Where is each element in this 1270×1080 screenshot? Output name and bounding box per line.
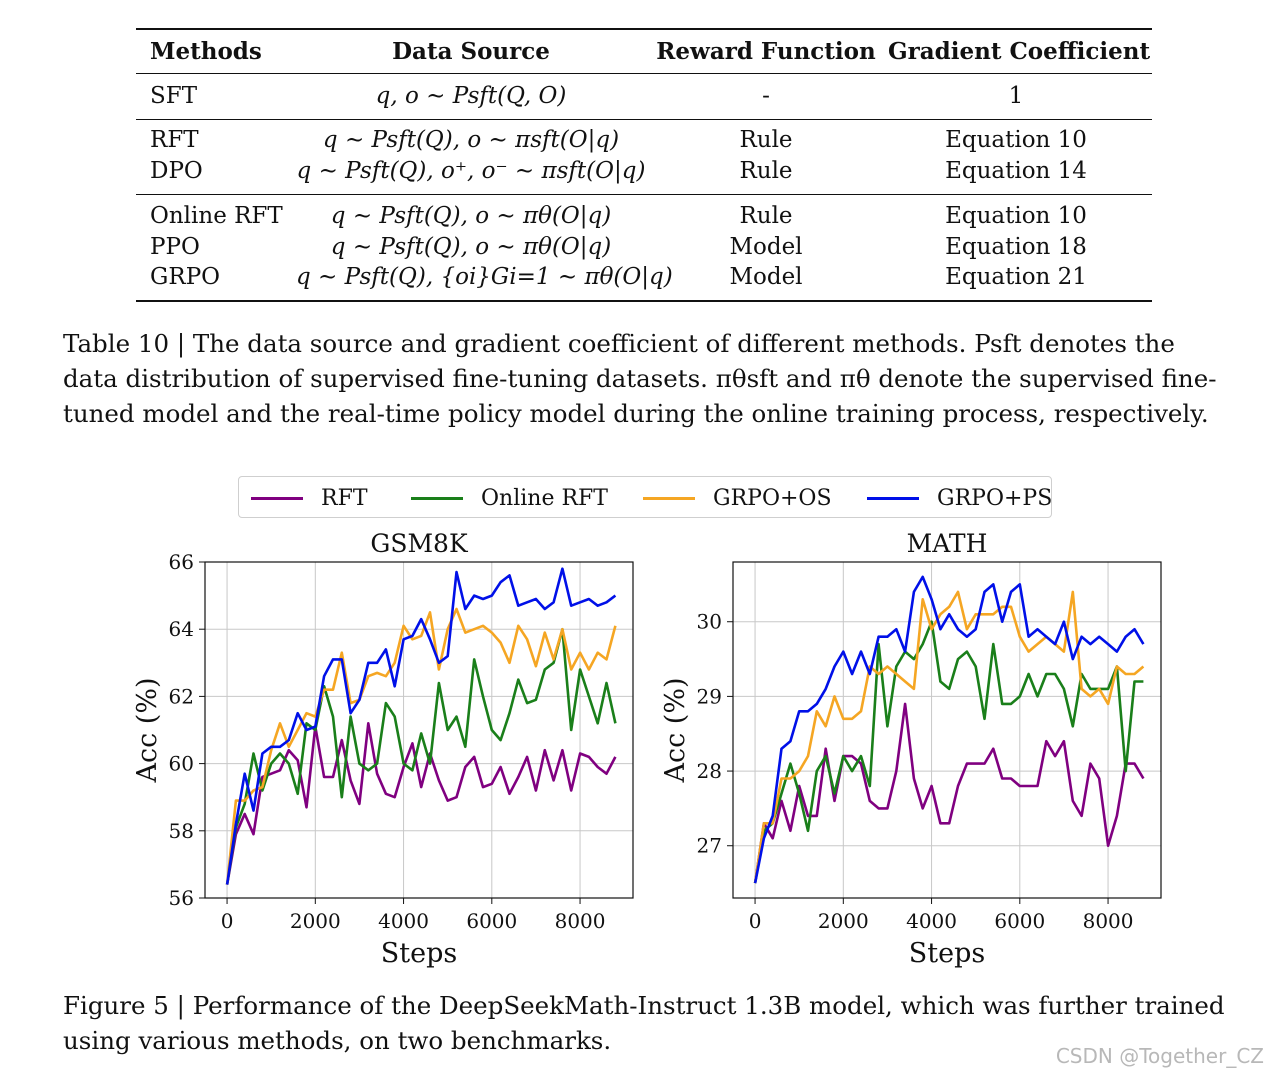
- gsm8k-series-online-rft: [225, 627, 617, 885]
- table-top-rule: [136, 28, 1152, 30]
- table-caption: Table 10 | The data source and gradient …: [63, 326, 1233, 431]
- math-xtick-label-8000: 8000: [1083, 909, 1134, 933]
- figure-caption-label: Figure 5 |: [63, 991, 185, 1020]
- row-ppo-reward: Model: [729, 234, 803, 260]
- math-chart: MATH 0 2000 4000 6000 8000 27 28 29 30 Steps Acc (%…: [660, 529, 1162, 969]
- math-ytick-label-30: 30: [697, 610, 722, 634]
- row-online-rft-source: q ∼ Psft(Q), o ∼ πθ(O|q): [330, 203, 612, 229]
- math-ytick-label-28: 28: [697, 759, 722, 783]
- legend-line-rft: [251, 496, 303, 500]
- legend-item-rft: RFT: [251, 477, 368, 519]
- gsm8k-xtick-label-0: 0: [221, 909, 234, 933]
- row-sft-source: q, o ∼ Psft(Q, O): [375, 83, 567, 109]
- gsm8k-ylabel: Acc (%): [132, 677, 163, 783]
- gsm8k-ytick-label-66: 66: [169, 550, 194, 574]
- gsm8k-xtick-label-6000: 6000: [466, 909, 517, 933]
- row-ppo-source: q ∼ Psft(Q), o ∼ πθ(O|q): [330, 234, 612, 260]
- math-xlabel: Steps: [909, 938, 985, 969]
- gsm8k-series-grpo-os: [225, 607, 617, 885]
- table-group-rule-2: [136, 194, 1152, 195]
- header-gradient-coefficient: Gradient Coefficient: [888, 38, 1151, 65]
- row-dpo-method: DPO: [150, 158, 203, 184]
- table-header-rule: [136, 73, 1152, 74]
- legend-line-online-rft: [411, 496, 463, 500]
- math-xtick-label-4000: 4000: [906, 909, 957, 933]
- row-sft-method: SFT: [150, 83, 198, 109]
- legend-label-grpo-ps: GRPO+PS: [937, 485, 1053, 511]
- legend-label-rft: RFT: [321, 485, 368, 511]
- row-rft-coef: Equation 10: [945, 127, 1087, 153]
- legend-label-grpo-os: GRPO+OS: [713, 485, 832, 511]
- gsm8k-xtick-label-4000: 4000: [378, 909, 429, 933]
- header-data-source: Data Source: [392, 38, 550, 65]
- legend-item-grpo-ps: GRPO+PS: [867, 477, 1052, 519]
- math-series-online-rft: [753, 620, 1144, 884]
- math-xtick-label-0: 0: [749, 909, 762, 933]
- math-series-grpo-ps: [753, 575, 1145, 884]
- math-xtick-label-2000: 2000: [818, 909, 869, 933]
- row-ppo-coef: Equation 18: [945, 234, 1087, 260]
- legend-label-online-rft: Online RFT: [481, 485, 608, 511]
- gsm8k-xlabel: Steps: [381, 938, 457, 969]
- header-methods: Methods: [150, 38, 262, 65]
- gsm8k-chart: GSM8K 0 2000 4000 6000 8000 56 58 60 62 64 66 Steps A…: [132, 529, 634, 969]
- gsm8k-ytick-label-64: 64: [169, 617, 194, 641]
- math-ytick-label-29: 29: [697, 684, 722, 708]
- legend-line-grpo-ps: [867, 496, 919, 500]
- row-grpo-source: q ∼ Psft(Q), {oi}Gi=1 ∼ πθ(O|q): [296, 264, 673, 290]
- math-xtick-label-6000: 6000: [994, 909, 1045, 933]
- legend-item-online-rft: Online RFT: [411, 477, 608, 519]
- gsm8k-ytick-label-60: 60: [169, 752, 194, 776]
- gsm8k-xtick-label-8000: 8000: [555, 909, 606, 933]
- row-dpo-source: q ∼ Psft(Q), o⁺, o⁻ ∼ πsft(O|q): [296, 158, 646, 184]
- chart-legend: RFT Online RFT GRPO+OS GRPO+PS: [238, 476, 1052, 518]
- header-reward-function: Reward Function: [656, 38, 876, 65]
- row-ppo-method: PPO: [150, 234, 200, 260]
- math-series-rft: [753, 702, 1145, 884]
- table-bottom-rule: [136, 300, 1152, 302]
- watermark: CSDN @Together_CZ: [1055, 1044, 1264, 1068]
- figure-caption: Figure 5 | Performance of the DeepSeekMa…: [63, 988, 1233, 1058]
- table-group-rule-1: [136, 119, 1152, 120]
- row-dpo-coef: Equation 14: [945, 158, 1087, 184]
- row-online-rft-coef: Equation 10: [945, 203, 1087, 229]
- row-online-rft-method: Online RFT: [150, 203, 283, 229]
- row-grpo-coef: Equation 21: [945, 264, 1087, 290]
- gsm8k-title: GSM8K: [370, 529, 469, 558]
- row-rft-method: RFT: [150, 127, 199, 153]
- legend-item-grpo-os: GRPO+OS: [643, 477, 832, 519]
- gsm8k-series-rft: [225, 722, 617, 885]
- gsm8k-ytick-label-62: 62: [169, 684, 194, 708]
- row-grpo-method: GRPO: [150, 264, 221, 290]
- gsm8k-ytick-label-56: 56: [169, 886, 194, 910]
- row-dpo-reward: Rule: [739, 158, 793, 184]
- table-caption-label: Table 10 |: [63, 329, 186, 358]
- legend-line-grpo-os: [643, 496, 695, 500]
- gsm8k-series-grpo-ps: [225, 567, 617, 885]
- row-rft-reward: Rule: [739, 127, 793, 153]
- row-online-rft-reward: Rule: [739, 203, 793, 229]
- math-ylabel: Acc (%): [660, 677, 691, 783]
- math-title: MATH: [907, 529, 988, 558]
- math-plot-frame: [732, 561, 1162, 899]
- gsm8k-xtick-label-2000: 2000: [290, 909, 341, 933]
- gsm8k-plot-frame: [204, 561, 634, 899]
- figure-caption-text: Performance of the DeepSeekMath-Instruct…: [63, 991, 1225, 1055]
- gsm8k-ytick-label-58: 58: [169, 819, 194, 843]
- math-ytick-label-27: 27: [697, 834, 722, 858]
- row-grpo-reward: Model: [729, 264, 803, 290]
- row-sft-reward: -: [762, 83, 770, 109]
- math-series-grpo-os: [753, 590, 1145, 884]
- row-rft-source: q ∼ Psft(Q), o ∼ πsft(O|q): [322, 127, 620, 153]
- row-sft-coef: 1: [1008, 83, 1024, 109]
- table-caption-text: The data source and gradient coefficient…: [63, 329, 1217, 428]
